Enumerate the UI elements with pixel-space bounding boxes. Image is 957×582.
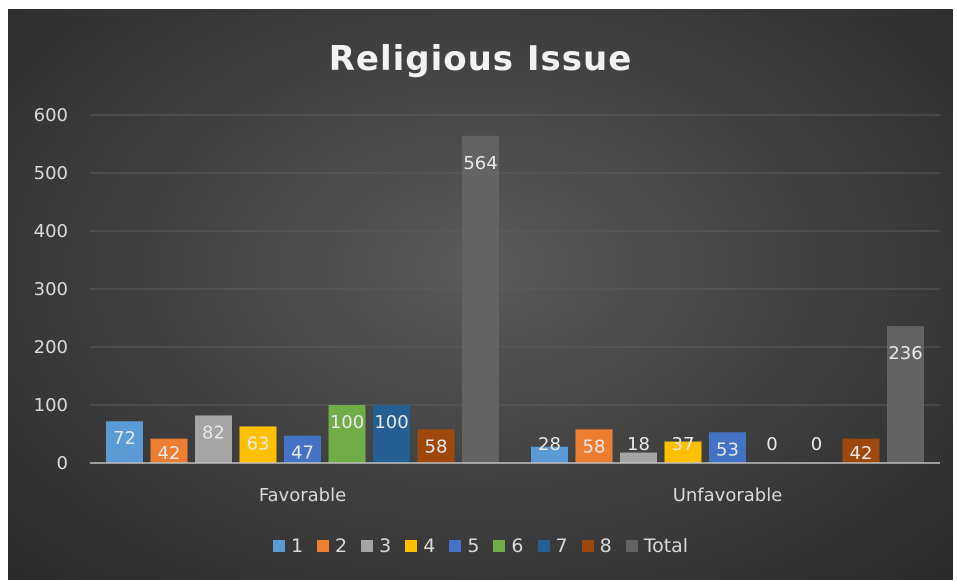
bar bbox=[462, 135, 499, 463]
bar bbox=[373, 405, 410, 463]
legend-item: 4 bbox=[405, 535, 435, 557]
data-label: 47 bbox=[291, 443, 314, 464]
bar bbox=[575, 429, 613, 463]
legend-item: Total bbox=[625, 535, 689, 557]
data-label: 72 bbox=[113, 428, 136, 449]
legend-item: 5 bbox=[449, 535, 479, 557]
legend-label: 3 bbox=[379, 535, 392, 557]
y-tick-label: 600 bbox=[34, 105, 68, 126]
legend-swatch bbox=[537, 540, 550, 552]
legend-swatch bbox=[581, 540, 594, 552]
legend-swatch bbox=[272, 540, 285, 552]
data-label: 53 bbox=[716, 439, 739, 460]
legend-item: 3 bbox=[361, 535, 391, 557]
y-tick-label: 400 bbox=[34, 221, 68, 242]
y-tick-label: 100 bbox=[34, 395, 68, 416]
legend-swatch bbox=[405, 540, 418, 552]
data-label: 564 bbox=[463, 153, 497, 174]
legend-label: 8 bbox=[599, 535, 612, 557]
data-label: 0 bbox=[811, 434, 822, 455]
data-label: 63 bbox=[247, 433, 270, 454]
data-label: 18 bbox=[627, 434, 650, 455]
legend-swatch bbox=[317, 540, 330, 552]
data-label: 82 bbox=[202, 422, 225, 443]
x-tick-label: Unfavorable bbox=[673, 485, 783, 506]
bar bbox=[239, 426, 277, 463]
data-label: 28 bbox=[538, 434, 561, 455]
legend: 1 2 3 4 5 6 7 8 Total bbox=[8, 535, 953, 557]
data-label: 42 bbox=[850, 443, 873, 464]
y-tick-label: 300 bbox=[34, 279, 68, 300]
legend-swatch bbox=[625, 540, 638, 552]
data-label: 236 bbox=[888, 343, 922, 364]
chart-title: Religious Issue bbox=[328, 39, 633, 79]
y-tick-label: 200 bbox=[34, 337, 68, 358]
x-tick-label: Favorable bbox=[259, 485, 346, 506]
legend-label: 6 bbox=[511, 535, 524, 557]
bar bbox=[195, 415, 232, 463]
legend-swatch bbox=[449, 540, 462, 552]
bar bbox=[664, 441, 702, 463]
data-label: 0 bbox=[766, 434, 777, 455]
bar bbox=[106, 421, 143, 463]
legend-label: 5 bbox=[467, 535, 480, 557]
legend-label: Total bbox=[643, 535, 689, 557]
legend-label: 2 bbox=[335, 535, 348, 557]
bar bbox=[328, 405, 366, 463]
legend-item: 6 bbox=[493, 535, 524, 557]
bar bbox=[887, 326, 924, 463]
legend-label: 7 bbox=[555, 535, 568, 557]
y-tick-label: 0 bbox=[57, 453, 68, 474]
data-label: 58 bbox=[425, 436, 448, 457]
legend-swatch bbox=[493, 540, 506, 552]
data-label: 42 bbox=[158, 443, 181, 464]
legend-item: 7 bbox=[537, 535, 568, 557]
chart-area: Religious Issue 0 100 200 300 400 500 600 72 42 8… bbox=[8, 9, 953, 580]
bar bbox=[150, 438, 188, 463]
legend-item: 2 bbox=[317, 535, 347, 557]
data-label: 58 bbox=[583, 436, 606, 457]
bar bbox=[417, 429, 455, 463]
data-label: 37 bbox=[672, 434, 695, 455]
bar bbox=[842, 438, 880, 463]
legend-swatch bbox=[361, 540, 374, 552]
y-tick-label: 500 bbox=[34, 163, 68, 184]
legend-item: 1 bbox=[272, 535, 304, 557]
bar bbox=[284, 435, 321, 463]
plot-area: 0 100 200 300 400 500 600 72 42 82 63 47 100 100 58 564… bbox=[34, 105, 940, 506]
data-label: 100 bbox=[330, 412, 364, 433]
legend-item: 8 bbox=[581, 535, 612, 557]
bar bbox=[531, 446, 568, 463]
legend-label: 1 bbox=[290, 535, 304, 557]
bar bbox=[709, 432, 746, 463]
legend-label: 4 bbox=[423, 535, 436, 557]
data-label: 100 bbox=[374, 412, 408, 433]
bar bbox=[620, 452, 657, 463]
